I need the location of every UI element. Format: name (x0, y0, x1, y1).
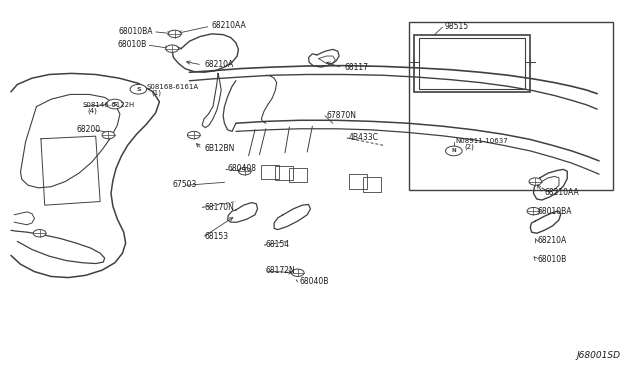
Text: 67870N: 67870N (326, 110, 356, 120)
Text: 680408: 680408 (228, 164, 257, 173)
Text: 4B433C: 4B433C (349, 133, 378, 142)
Text: 68200: 68200 (77, 125, 100, 134)
Text: 67503: 67503 (172, 180, 196, 189)
Bar (409, 22, 613, 190)
Circle shape (33, 230, 46, 237)
Text: N: N (451, 148, 456, 153)
Circle shape (529, 178, 541, 185)
Text: 68010BA: 68010BA (538, 206, 572, 216)
Text: 68117: 68117 (344, 62, 368, 72)
Text: 68210A: 68210A (538, 236, 567, 245)
Text: 98515: 98515 (444, 22, 468, 31)
Circle shape (445, 146, 462, 156)
Circle shape (166, 45, 179, 52)
Text: 68010BA: 68010BA (118, 27, 153, 36)
Text: (1): (1) (151, 90, 161, 96)
Text: 6B12BN: 6B12BN (204, 144, 234, 153)
Text: (2): (2) (464, 144, 474, 150)
Text: 68210AA: 68210AA (544, 188, 579, 197)
Circle shape (168, 30, 181, 38)
Text: 68010B: 68010B (117, 41, 147, 49)
Text: J68001SD: J68001SD (577, 351, 621, 360)
Text: S08146-6122H: S08146-6122H (83, 102, 135, 108)
Circle shape (291, 269, 304, 276)
Circle shape (239, 167, 251, 175)
Text: 68153: 68153 (204, 232, 228, 241)
Text: 68210A: 68210A (204, 60, 233, 69)
Bar (419, 38, 525, 89)
Bar (414, 35, 531, 92)
Text: 68010B: 68010B (538, 254, 567, 264)
Text: 68210AA: 68210AA (212, 21, 246, 30)
Text: 68170N: 68170N (204, 203, 234, 212)
Circle shape (102, 131, 115, 139)
Bar (261, 164, 279, 179)
Text: (4): (4) (88, 108, 97, 114)
Text: 68040B: 68040B (300, 277, 329, 286)
Text: S08168-6161A: S08168-6161A (147, 84, 199, 90)
Bar (275, 166, 293, 180)
Circle shape (527, 208, 540, 215)
Bar (349, 174, 367, 189)
Bar (364, 177, 381, 192)
Circle shape (188, 131, 200, 139)
Circle shape (106, 99, 123, 109)
Text: 68172N: 68172N (266, 266, 296, 275)
Circle shape (130, 84, 147, 94)
Text: S: S (136, 87, 141, 92)
Text: S: S (113, 102, 117, 106)
Text: N08911-10637: N08911-10637 (455, 138, 508, 144)
Text: 68154: 68154 (266, 240, 290, 249)
Bar (289, 167, 307, 182)
